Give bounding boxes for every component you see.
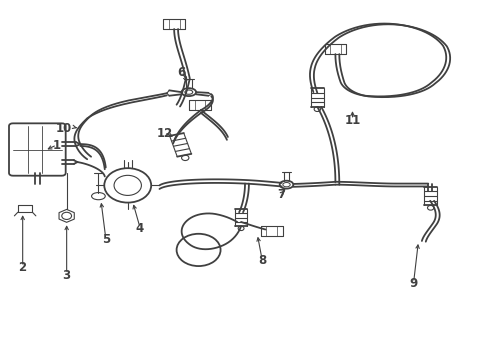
Text: 12: 12 xyxy=(156,127,172,140)
Text: 9: 9 xyxy=(410,278,417,291)
Text: 2: 2 xyxy=(19,261,27,274)
Text: 5: 5 xyxy=(101,233,110,246)
Text: 1: 1 xyxy=(53,139,61,152)
Text: 11: 11 xyxy=(344,114,361,127)
Text: 3: 3 xyxy=(63,269,71,282)
Text: 8: 8 xyxy=(258,254,266,267)
Text: 10: 10 xyxy=(55,122,72,135)
Text: 4: 4 xyxy=(136,222,144,235)
Text: 6: 6 xyxy=(177,66,186,79)
Text: 7: 7 xyxy=(277,188,286,201)
